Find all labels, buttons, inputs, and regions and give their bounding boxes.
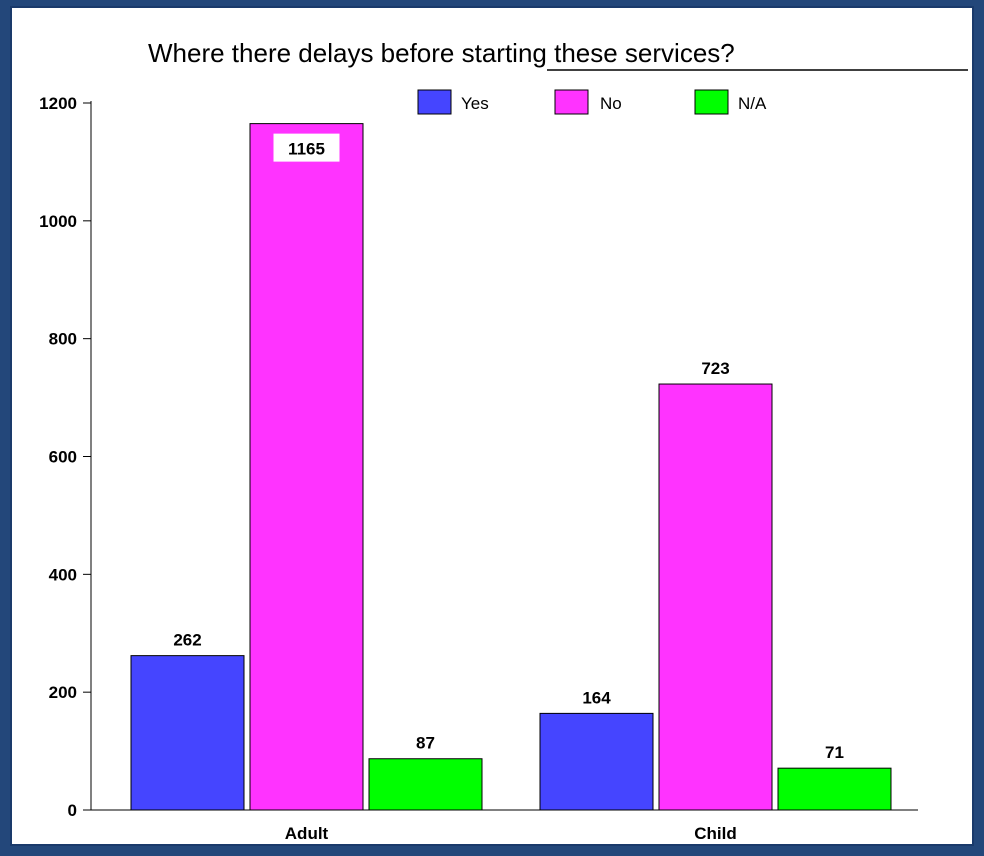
x-category-label: Adult — [285, 824, 329, 843]
bar-child-yes — [539, 712, 654, 811]
chart-title: Where there delays before starting these… — [148, 38, 735, 68]
y-tick-label: 1000 — [39, 212, 77, 231]
x-category-label: Child — [694, 824, 737, 843]
data-label: 262 — [173, 631, 201, 650]
legend-swatch-no — [554, 89, 589, 115]
legend-label: Yes — [461, 94, 489, 113]
legend-label: N/A — [738, 94, 767, 113]
bar-child-na — [777, 767, 892, 811]
bar-child-no — [658, 383, 773, 811]
data-label: 1165 — [288, 140, 325, 159]
data-label: 164 — [582, 688, 611, 707]
data-labels-group: 262 1165 87 164 723 71 — [173, 133, 844, 762]
y-tick-label: 200 — [49, 683, 77, 702]
data-label-background — [273, 133, 340, 162]
bar-adult-na — [368, 758, 483, 811]
legend-swatch-na — [694, 89, 729, 115]
data-label: 723 — [701, 359, 729, 378]
bar-adult-yes — [130, 655, 245, 811]
data-label: 71 — [825, 743, 844, 762]
chart-legend: Yes No N/A — [417, 89, 767, 115]
legend-swatch-yes — [417, 89, 452, 115]
chart-frame: Where there delays before starting these… — [10, 6, 974, 846]
data-label: 87 — [416, 734, 435, 753]
y-axis: 0 200 400 600 800 1000 1200 — [39, 94, 92, 820]
y-tick-label: 0 — [68, 801, 77, 820]
y-tick-label: 600 — [49, 448, 77, 467]
bar-adult-no — [249, 123, 364, 811]
y-tick-label: 800 — [49, 330, 77, 349]
y-tick-label: 400 — [49, 565, 77, 584]
bar-chart: Where there delays before starting these… — [39, 38, 968, 843]
legend-label: No — [600, 94, 622, 113]
chart-title-group: Where there delays before starting these… — [148, 38, 968, 71]
bars-group — [130, 123, 892, 811]
y-tick-label: 1200 — [39, 94, 77, 113]
x-axis: Adult Child — [91, 809, 918, 843]
